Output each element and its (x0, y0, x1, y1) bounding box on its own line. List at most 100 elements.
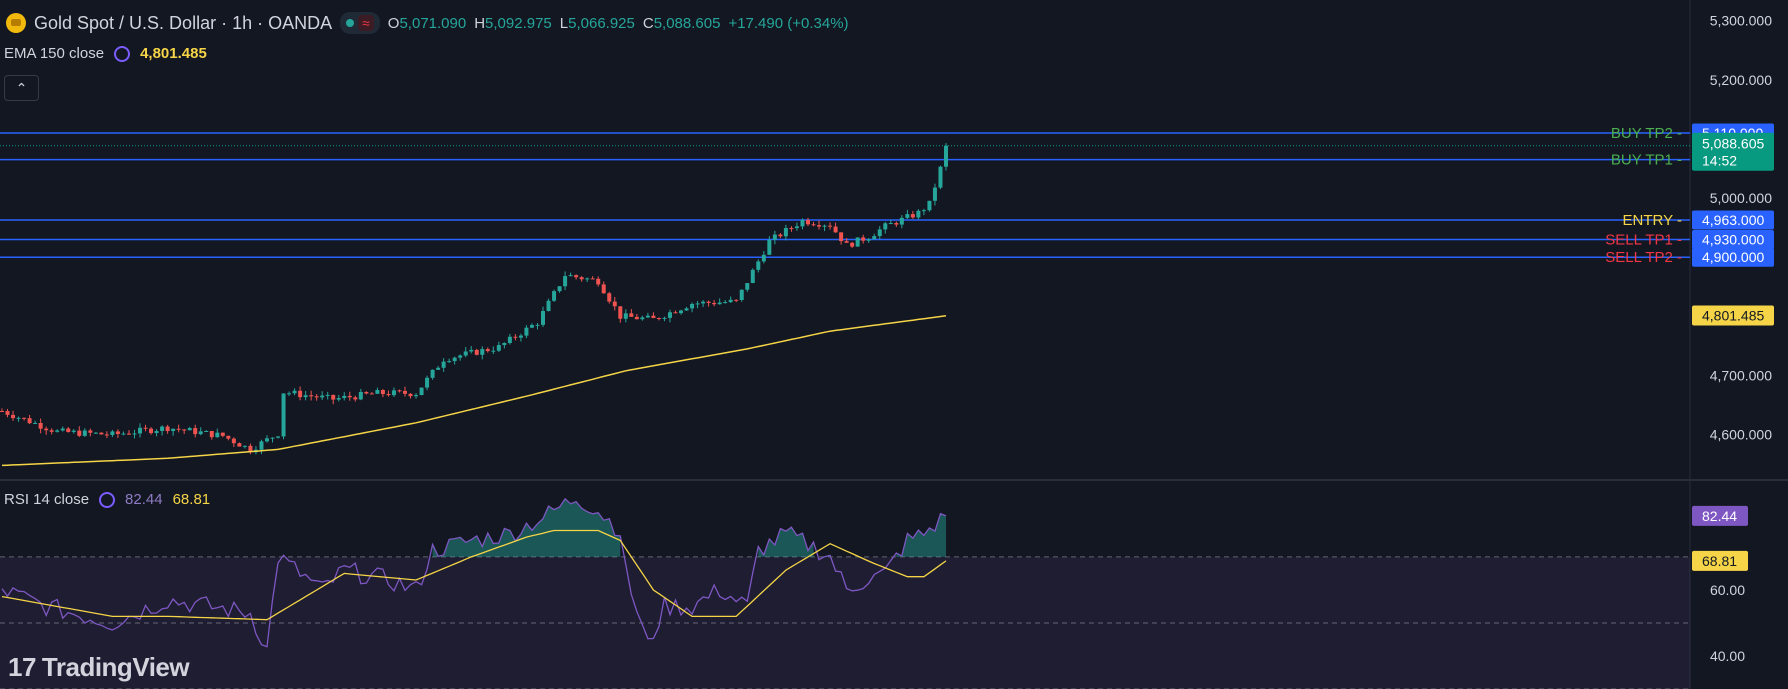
candle-body (502, 342, 507, 346)
candle-body (408, 393, 413, 397)
candle-body (71, 430, 76, 432)
candle-body (927, 200, 932, 211)
indicator-settings-icon[interactable] (114, 45, 131, 62)
candle-body (77, 430, 82, 436)
rsi-label: RSI 14 close (4, 491, 90, 508)
candle-body (215, 432, 220, 438)
candle-body (585, 278, 590, 280)
rsi-ma-value: 68.81 (172, 491, 211, 508)
candle-body (667, 312, 672, 318)
candle-body (728, 299, 733, 303)
candle-body (706, 301, 711, 303)
low-value: 5,066.925 (568, 14, 635, 32)
candle-body (888, 223, 893, 225)
candle-body (529, 325, 534, 328)
market-status[interactable]: ≈ (340, 12, 380, 34)
candle-body (375, 389, 380, 394)
candle-body (160, 426, 165, 431)
candle-body (535, 324, 540, 326)
price-tick-label: 4,700.000 (1710, 368, 1772, 384)
candle-body (314, 396, 319, 398)
candle-body (877, 229, 882, 237)
high-value: 5,092.975 (485, 14, 552, 32)
candle-body (198, 431, 203, 435)
rsi-overbought-fill (896, 513, 946, 557)
candle-body (325, 394, 330, 396)
candle-body (640, 317, 645, 320)
candle-body (894, 223, 899, 225)
wave-icon: ≈ (358, 15, 374, 31)
candle-body (601, 284, 606, 294)
candle-body (55, 430, 60, 432)
candle-body (750, 269, 755, 284)
symbol-title[interactable]: Gold Spot / U.S. Dollar · 1h · OANDA (34, 12, 333, 33)
rsi-tick-label: 60.00 (1710, 582, 1745, 598)
rsi-legend[interactable]: RSI 14 close 82.44 68.81 (4, 491, 210, 508)
tradingview-logo-text: TradingView (41, 652, 190, 682)
candle-body (541, 311, 546, 325)
candle-body (292, 390, 297, 394)
candle-body (883, 223, 888, 230)
close-key: C (642, 14, 654, 32)
candle-body (82, 430, 87, 436)
candle-body (645, 315, 650, 318)
candle-body (132, 433, 137, 435)
candle-body (204, 431, 209, 433)
candle-body (861, 237, 866, 241)
candle-body (154, 430, 159, 434)
candle-body (910, 214, 915, 218)
rsi-ma-value-label-bg (1692, 550, 1748, 571)
open-value: 5,071.090 (399, 14, 467, 32)
candle-body (171, 428, 176, 432)
candle-body (104, 434, 109, 436)
candle-body (822, 225, 827, 227)
candle-body (756, 261, 761, 270)
candle-body (745, 283, 750, 290)
candle-body (347, 395, 352, 398)
candle-body (209, 431, 214, 438)
candle-body (761, 254, 766, 262)
candle-body (850, 242, 855, 247)
candle-body (237, 443, 242, 447)
candle-body (121, 433, 126, 435)
candle-body (342, 395, 347, 399)
candle-body (138, 427, 143, 434)
ema-legend[interactable]: EMA 150 close 4,801.485 (4, 45, 207, 62)
collapse-legend-button[interactable]: ⌃ (4, 75, 39, 101)
candle-body (662, 317, 667, 319)
candle-body (684, 308, 689, 311)
market-open-dot-icon (346, 19, 355, 27)
candle-body (690, 303, 695, 309)
candle-body (309, 395, 314, 397)
candle-body (767, 239, 772, 255)
candle-body (480, 349, 485, 355)
candle-body (916, 210, 921, 218)
candle-body (281, 393, 286, 437)
candle-body (921, 210, 926, 212)
level-price-label-4: 4,900.000 (1702, 249, 1764, 265)
rsi-ma-value-label: 68.81 (1702, 553, 1737, 569)
high-key: H (474, 14, 486, 32)
rsi-settings-icon[interactable] (99, 491, 116, 508)
candle-body (441, 361, 446, 368)
price-tick-label: 5,000.000 (1710, 190, 1772, 206)
close-value: 5,088.605 (653, 14, 721, 32)
candle-body (839, 232, 844, 242)
candle-body (590, 278, 595, 280)
candle-body (276, 436, 281, 438)
candle-body (419, 387, 424, 396)
candle-body (899, 217, 904, 225)
candle-body (93, 432, 98, 434)
candle-body (905, 214, 910, 218)
candle-body (789, 228, 794, 230)
tradingview-logo[interactable]: 17 TradingView (8, 652, 190, 683)
candle-body (651, 315, 656, 319)
candle-body (496, 345, 501, 351)
level-name-3: SELL TP1 - (1605, 232, 1682, 249)
rsi-line (1, 497, 947, 648)
candle-body (712, 302, 717, 305)
candle-body (817, 225, 822, 227)
candle-body (11, 414, 16, 419)
level-name-4: SELL TP2 - (1605, 249, 1682, 266)
